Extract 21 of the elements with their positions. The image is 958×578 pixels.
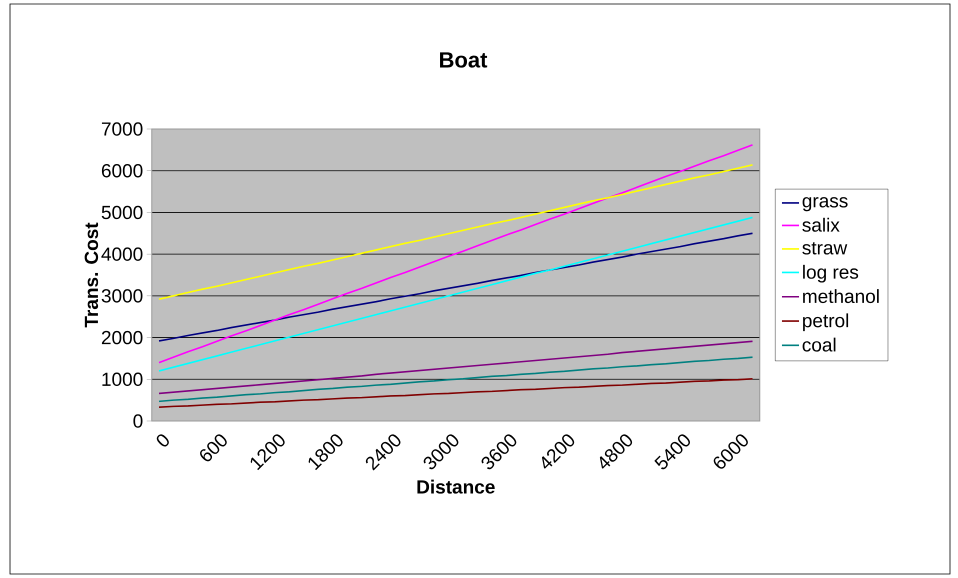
y-tick-label: 1000 [102,372,142,386]
line-series [158,216,754,372]
chart-title: Boat [440,52,488,68]
y-axis-title: Trans. Cost [84,222,98,328]
legend-label: straw [802,242,848,255]
y-tick-label: 4000 [101,247,142,261]
y-tick-label: 7000 [102,122,142,136]
x-axis-title: Distance [417,480,495,494]
legend-label: salix [802,218,840,232]
legend-label: log res [803,264,858,283]
y-tick-label: 5000 [102,206,142,220]
legend-label: coal [802,338,836,352]
y-tick-label: 6000 [102,164,142,178]
x-tick-label: 600 [200,434,227,462]
legend-label: methanol [803,289,879,304]
y-tick-label: 2000 [102,330,142,344]
legend-label: petrol [803,313,848,332]
y-tick-label: 0 [133,414,142,428]
x-tick-label: 0 [156,434,169,446]
legend-label: grass [802,197,848,212]
y-tick-label: 3000 [102,289,142,303]
